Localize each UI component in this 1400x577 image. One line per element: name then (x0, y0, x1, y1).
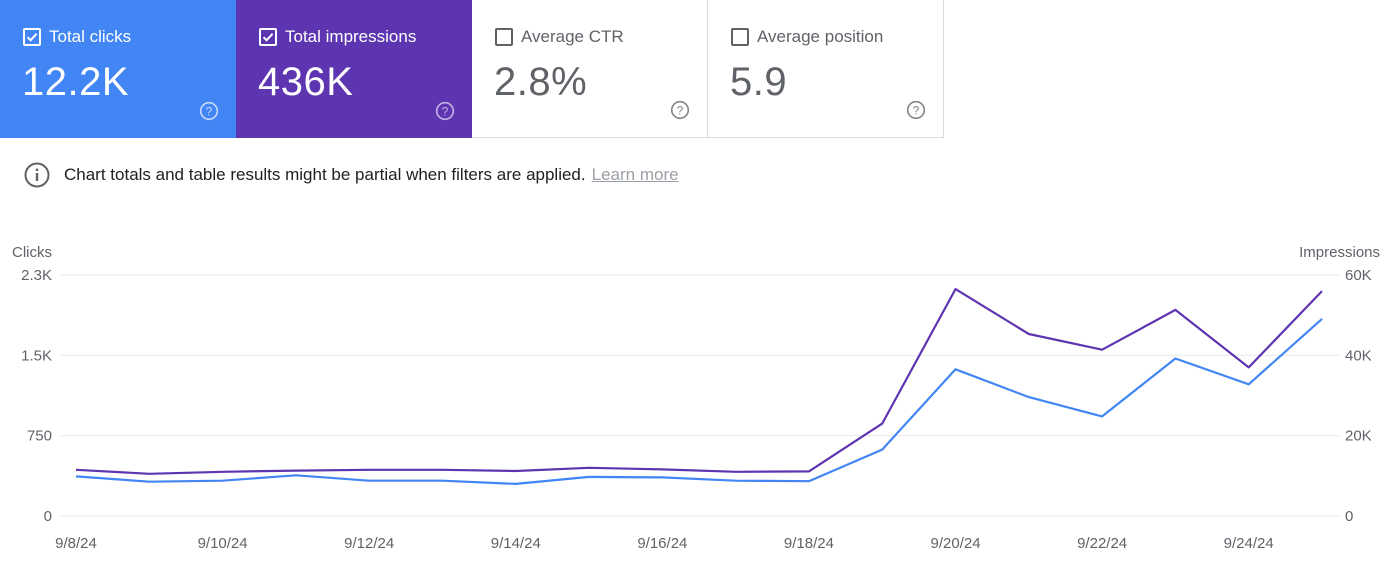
filter-notice: Chart totals and table results might be … (24, 162, 679, 188)
y-axis-right-title: Impressions (1299, 244, 1380, 261)
grid-lines (60, 274, 1340, 517)
y-axis-left-title: Clicks (12, 244, 52, 261)
x-tick-label: 9/10/24 (198, 535, 248, 552)
series-lines (75, 287, 1323, 485)
checkbox-checked-icon[interactable] (23, 28, 41, 46)
x-tick-label: 9/8/24 (55, 535, 97, 552)
y-right-tick-label: 20K (1345, 428, 1372, 445)
svg-text:?: ? (442, 105, 449, 119)
metric-cards: Total clicks 12.2K ? Total impressions 4… (0, 0, 944, 138)
x-tick-label: 9/20/24 (931, 535, 981, 552)
series-line-impressions (75, 287, 1323, 475)
x-axis: 9/8/24 9/10/24 9/12/24 9/14/24 9/16/24 9/18/2… (55, 535, 1274, 552)
svg-text:?: ? (677, 104, 684, 118)
y-left-tick-label: 0 (44, 508, 52, 525)
performance-chart: Clicks Impressions 0 750 1.5K 2.3K 0 20K 40K 6… (12, 244, 1380, 552)
x-tick-label: 9/18/24 (784, 535, 834, 552)
average-position-card[interactable]: Average position 5.9 ? (708, 0, 944, 138)
help-circle-icon[interactable]: ? (199, 101, 219, 121)
x-tick-label: 9/14/24 (491, 535, 541, 552)
y-axis-left: 0 750 1.5K 2.3K (21, 267, 52, 525)
card-label: Average CTR (521, 27, 624, 46)
svg-text:?: ? (206, 105, 213, 119)
series-line-clicks (75, 318, 1323, 485)
y-left-tick-label: 1.5K (21, 347, 52, 364)
y-right-tick-label: 0 (1345, 508, 1353, 525)
x-tick-label: 9/24/24 (1224, 535, 1274, 552)
x-tick-label: 9/16/24 (637, 535, 687, 552)
x-tick-label: 9/12/24 (344, 535, 394, 552)
learn-more-link[interactable]: Learn more (591, 165, 679, 184)
checkbox-empty-icon[interactable] (731, 28, 749, 46)
checkbox-empty-icon[interactable] (495, 28, 513, 46)
notice-text: Chart totals and table results might be … (64, 165, 586, 184)
svg-text:?: ? (913, 104, 920, 118)
average-ctr-card[interactable]: Average CTR 2.8% ? (472, 0, 708, 138)
total-impressions-card[interactable]: Total impressions 436K ? (236, 0, 472, 138)
card-value: 5.9 (730, 60, 788, 104)
card-value: 436K (258, 60, 354, 104)
help-circle-icon[interactable]: ? (670, 100, 690, 120)
y-left-tick-label: 750 (27, 428, 52, 445)
checkbox-checked-icon[interactable] (259, 28, 277, 46)
card-label: Total clicks (49, 27, 132, 46)
card-value: 12.2K (22, 60, 130, 104)
card-label: Average position (757, 27, 884, 46)
y-right-tick-label: 60K (1345, 267, 1372, 284)
card-label: Total impressions (285, 27, 417, 46)
total-clicks-card[interactable]: Total clicks 12.2K ? (0, 0, 236, 138)
y-left-tick-label: 2.3K (21, 267, 52, 284)
y-axis-right: 0 20K 40K 60K (1345, 267, 1372, 525)
x-tick-label: 9/22/24 (1077, 535, 1127, 552)
info-icon (24, 162, 50, 188)
help-circle-icon[interactable]: ? (906, 100, 926, 120)
help-circle-icon[interactable]: ? (435, 101, 455, 121)
y-right-tick-label: 40K (1345, 347, 1372, 364)
card-value: 2.8% (494, 60, 588, 104)
